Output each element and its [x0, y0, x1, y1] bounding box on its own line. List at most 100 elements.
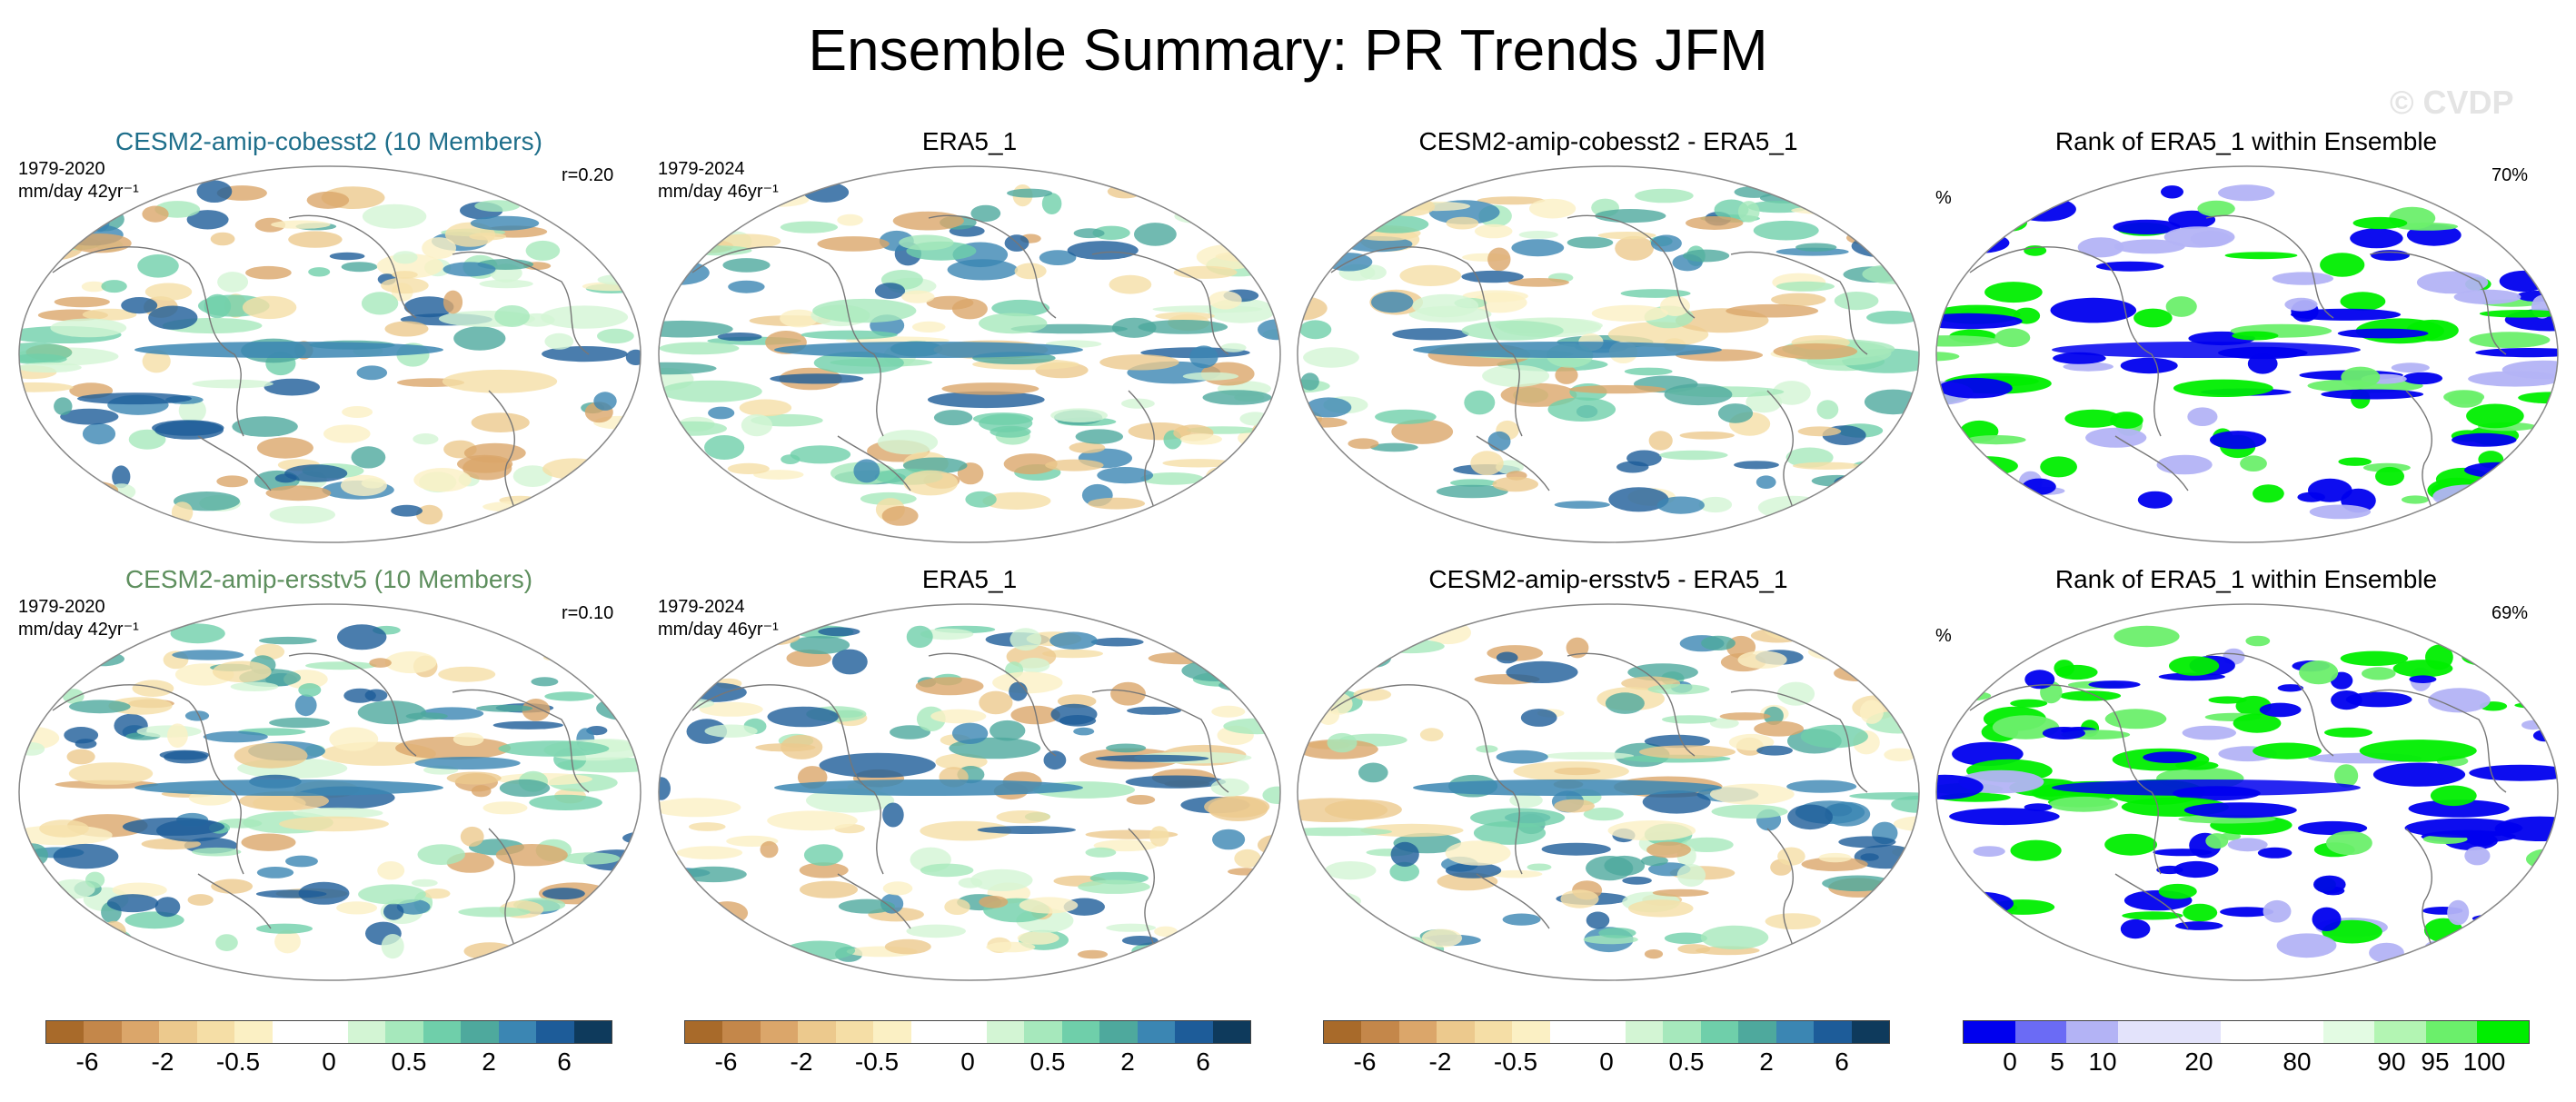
map-border: [1935, 603, 2559, 981]
map-field-blob: [2050, 297, 2137, 323]
map-field-blob: [671, 440, 698, 465]
map-field-blob: [1239, 412, 1271, 426]
map-field-blob: [1936, 431, 1964, 455]
map-field-blob: [2120, 918, 2151, 939]
row1-correlation: r=0.20: [562, 165, 614, 185]
map-field-blob: [1088, 497, 1146, 510]
colorbar-swatch: [234, 1021, 273, 1043]
map-field-blob: [1045, 459, 1104, 472]
colorbar-swatch: [385, 1021, 423, 1043]
coastline: [1476, 435, 1550, 491]
map-field-blob: [1698, 496, 1733, 513]
map-field-blob: [1956, 199, 1981, 218]
colorbar-swatch: [2066, 1021, 2118, 1043]
map-field-blob: [970, 869, 1033, 891]
map-field-blob: [1085, 847, 1117, 858]
map-field-blob: [1608, 487, 1669, 512]
map-field-blob: [1390, 841, 1419, 867]
coastline: [837, 435, 911, 491]
map-field-blob: [2320, 253, 2365, 277]
map-field-blob: [279, 816, 389, 832]
map-field-blob: [1527, 863, 1552, 871]
map-field-blob: [1604, 855, 1646, 876]
map-field-blob: [1938, 377, 2013, 399]
map-field-blob: [1973, 846, 2005, 857]
colorbar-swatch: [685, 1021, 723, 1043]
rank-cbar-tick-label: 95: [2421, 1047, 2450, 1076]
map-field-blob: [1936, 352, 1960, 362]
map-canvas: [1935, 165, 2559, 543]
map-field-blob: [1890, 215, 1919, 233]
map-field-blob: [1461, 320, 1564, 341]
map-field-blob: [2233, 713, 2282, 733]
colorbar-swatch: [2014, 1021, 2067, 1043]
map-field-blob: [1425, 620, 1471, 645]
map-field-blob: [1936, 201, 1998, 216]
map-field-blob: [1126, 795, 1156, 805]
map-field-blob: [1359, 622, 1414, 636]
map-field-blob: [1566, 637, 1589, 659]
map-field-blob: [2494, 816, 2558, 842]
coastline: [1566, 652, 1696, 757]
map-field-blob: [890, 725, 930, 740]
map-field-blob: [196, 180, 233, 203]
map-field-blob: [1734, 461, 1779, 470]
map-field-blob: [2423, 192, 2478, 200]
map-field-blob: [442, 369, 558, 393]
map-field-blob: [2453, 289, 2521, 304]
map-field-blob: [1251, 491, 1280, 514]
map-field-blob: [571, 626, 633, 636]
row2-model-title: CESM2-amip-ersstv5 (10 Members): [124, 565, 533, 593]
map-field-blob: [2340, 650, 2409, 666]
map-field-blob: [245, 265, 292, 280]
colorbar-swatch: [873, 1021, 911, 1043]
map-field-blob: [1371, 292, 1414, 313]
map-field-blob: [361, 292, 399, 315]
map-field-blob: [329, 252, 365, 261]
map-field-blob: [2309, 504, 2372, 520]
map-canvas: [18, 603, 642, 981]
map-field-blob: [704, 435, 745, 460]
map-field-blob: [1258, 319, 1280, 341]
map-field-blob: [780, 221, 838, 233]
map-field-blob: [122, 817, 225, 836]
map-field-blob: [2104, 709, 2167, 730]
map-border: [18, 603, 642, 981]
cbar3-tick-label: -2: [1428, 1047, 1452, 1076]
map-field-blob: [512, 946, 532, 964]
map-field-blob: [463, 442, 526, 463]
map-field-blob: [597, 274, 641, 285]
map-field-blob: [2475, 348, 2558, 358]
map-field-blob: [512, 465, 552, 487]
cbar2-tick-label: 2: [1120, 1047, 1135, 1076]
map-field-blob: [45, 211, 74, 224]
map-field-blob: [625, 440, 641, 457]
colorbar-swatch: [1474, 1021, 1513, 1043]
map-field-blob: [747, 943, 766, 951]
map-field-blob: [128, 429, 166, 450]
map-field-blob: [1566, 236, 1614, 249]
map-field-blob: [1660, 295, 1690, 316]
map-field-blob: [1719, 712, 1771, 720]
map-field-blob: [499, 779, 551, 798]
row2-model-units: mm/day 42yr⁻¹: [18, 620, 139, 640]
map-border: [1935, 165, 2559, 543]
map-field-blob: [996, 810, 1050, 824]
coastline: [1091, 689, 1229, 793]
row2-diff-title: CESM2-amip-ersstv5 - ERA5_1: [1428, 565, 1788, 593]
map-field-blob: [2443, 390, 2485, 404]
map-field-blob: [676, 846, 743, 859]
map-field-blob: [2208, 696, 2247, 704]
map-field-blob: [1529, 198, 1576, 219]
map-field-blob: [2187, 407, 2218, 427]
cbar2-tick-label: -0.5: [854, 1047, 900, 1076]
colorbar-swatch: [1700, 1021, 1739, 1043]
map-field-blob: [1140, 472, 1204, 485]
map-field-blob: [19, 658, 41, 668]
map-field-blob: [972, 412, 1034, 425]
trend-colorbar-1: [45, 1020, 612, 1044]
map-field-blob: [800, 880, 858, 898]
coastline: [52, 684, 244, 875]
map-field-blob: [837, 213, 863, 226]
map-field-blob: [1461, 270, 1524, 283]
